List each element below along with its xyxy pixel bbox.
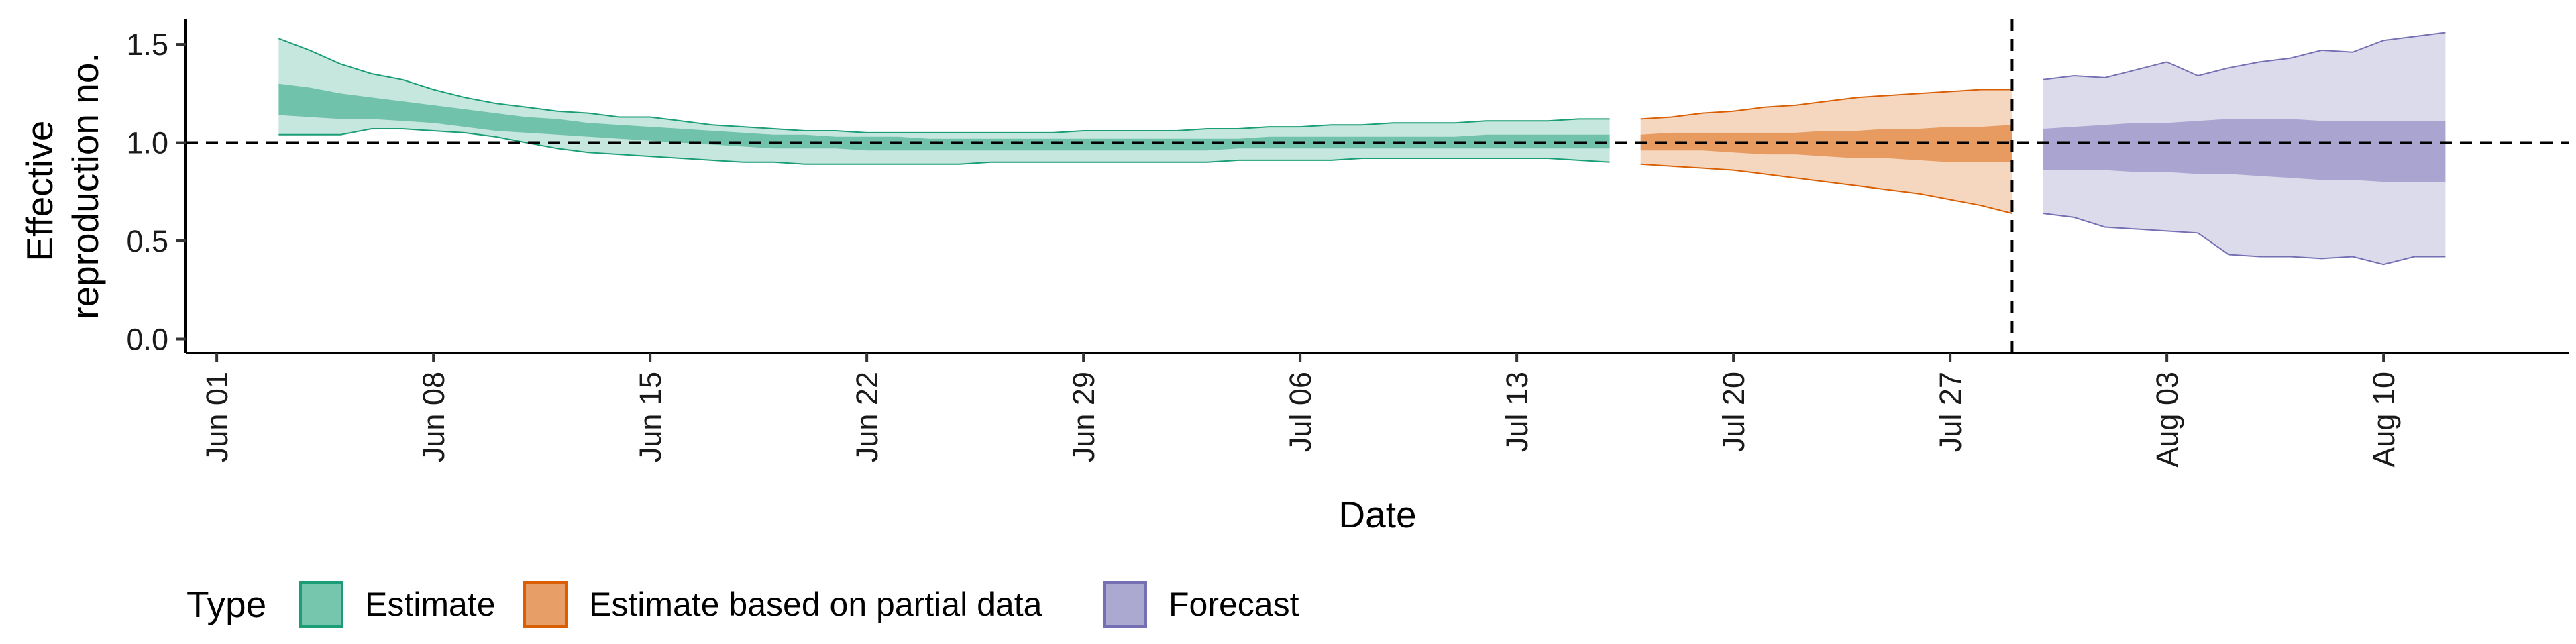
forecast-upper-edge	[2043, 32, 2446, 80]
legend-item-forecast: Forecast	[1103, 581, 1299, 628]
legend-label-estimate: Estimate	[365, 586, 496, 623]
x-axis-ticks: Jun 01 Jun 08 Jun 15 Jun 22 Jun 29 Jul 06 Jul …	[200, 353, 2401, 468]
legend-key-forecast	[1103, 581, 1147, 628]
estimate-based-on-partial-data-upper-edge	[1640, 89, 2012, 120]
series-forecast	[2043, 32, 2446, 266]
x-axis-title: Date	[1338, 494, 1416, 535]
y-axis-title-line-2: reproduction no.	[64, 52, 106, 319]
y-axis-title: Effective reproduction no.	[19, 52, 106, 319]
plot-area	[186, 19, 2569, 353]
legend-title: Type	[186, 584, 266, 625]
legend-key-estimate-based-on-partial-data	[523, 581, 568, 628]
legend-item-estimate: Estimate	[299, 581, 496, 628]
series-estimate-based-on-partial-data	[1640, 89, 2012, 214]
y-tick-label: 1.5	[126, 28, 168, 62]
x-tick-label: Aug 10	[2367, 372, 2401, 468]
legend-key-estimate	[299, 581, 343, 628]
forecast-50-band	[2043, 119, 2446, 182]
axes: Jun 01 Jun 08 Jun 15 Jun 22 Jun 29 Jul 06 Jul …	[126, 19, 2569, 468]
y-tick-label: 0.5	[126, 224, 168, 258]
y-axis-title-line-1: Effective	[19, 121, 60, 262]
x-tick-label: Jul 13	[1500, 372, 1534, 452]
estimate-based-on-partial-data-lower-edge	[1640, 163, 2012, 214]
series-estimate	[278, 38, 1610, 165]
forecast-lower-edge	[2043, 213, 2446, 266]
x-tick-label: Jul 27	[1933, 372, 1968, 452]
x-tick-label: Jun 15	[633, 372, 667, 462]
legend: Type Estimate Estimate based on partial d…	[186, 581, 1299, 628]
legend-label-estimate-based-on-partial-data: Estimate based on partial data	[589, 586, 1042, 623]
y-tick-label: 0.0	[126, 322, 168, 356]
x-tick-label: Jul 06	[1283, 372, 1318, 452]
estimate-lower-edge	[278, 128, 1610, 165]
y-tick-label: 1.0	[126, 126, 168, 160]
x-tick-label: Jun 29	[1067, 372, 1101, 462]
x-tick-label: Jun 22	[850, 372, 884, 462]
estimate-50-band	[278, 83, 1610, 151]
estimate-upper-edge	[278, 38, 1610, 133]
legend-item-estimate-based-on-partial-data: Estimate based on partial data	[523, 581, 1042, 628]
x-tick-label: Jun 08	[417, 372, 451, 462]
x-tick-label: Jun 01	[200, 372, 234, 462]
x-tick-label: Aug 03	[2150, 372, 2184, 468]
x-tick-label: Jul 20	[1717, 372, 1751, 452]
legend-label-forecast: Forecast	[1169, 586, 1299, 623]
y-axis-ticks: 0.0 0.5 1.0 1.5	[126, 28, 186, 356]
